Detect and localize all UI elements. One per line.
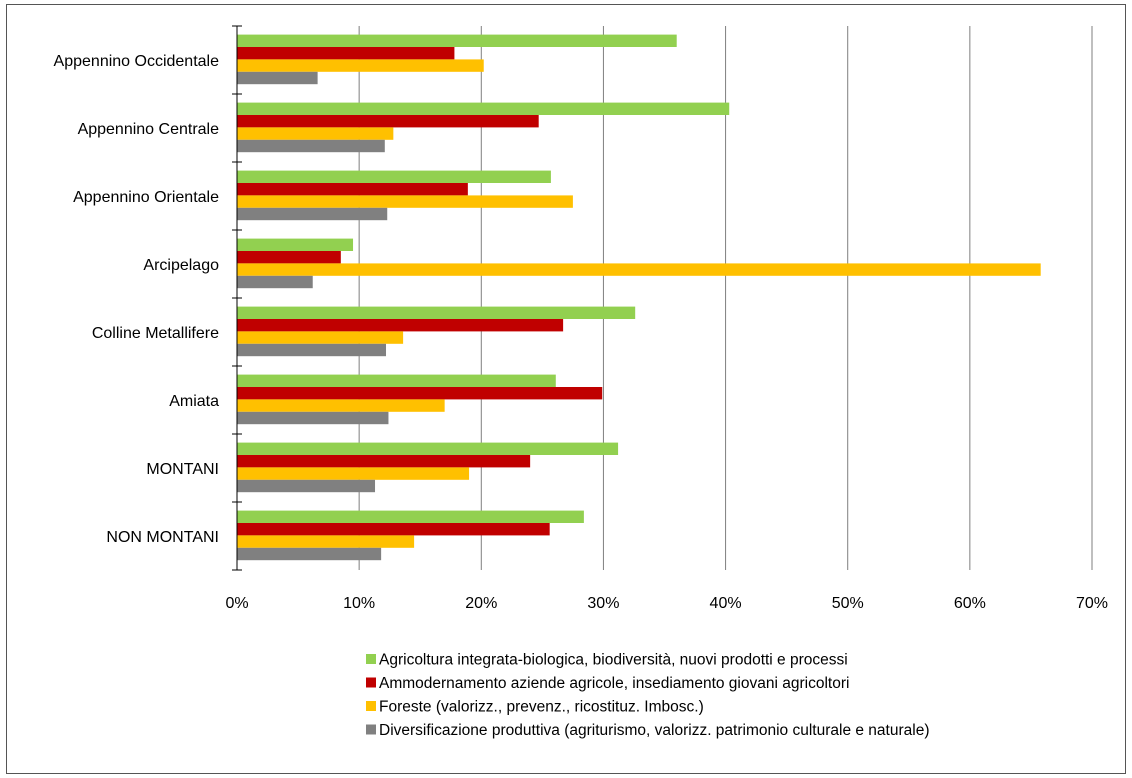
category-label: Colline Metallifere bbox=[92, 325, 219, 342]
legend-label: Foreste (valorizz., prevenz., ricostituz… bbox=[379, 699, 704, 716]
bar bbox=[237, 238, 354, 251]
category-label: Appennino Centrale bbox=[78, 121, 220, 138]
bar bbox=[237, 47, 455, 60]
bar bbox=[237, 442, 619, 455]
category-label: MONTANI bbox=[146, 461, 219, 478]
legend-label: Diversificazione produttiva (agriturismo… bbox=[379, 722, 929, 739]
bar bbox=[237, 127, 394, 140]
bar bbox=[237, 139, 385, 153]
bar bbox=[237, 183, 468, 196]
bar bbox=[237, 319, 564, 332]
x-tick-label: 50% bbox=[832, 595, 864, 612]
bar bbox=[237, 306, 636, 319]
bar bbox=[237, 467, 470, 480]
bar bbox=[237, 510, 584, 523]
category-label: Appennino Orientale bbox=[73, 189, 219, 206]
bar bbox=[237, 115, 539, 128]
bar bbox=[237, 343, 387, 357]
bar bbox=[237, 71, 318, 85]
x-tick-label: 20% bbox=[465, 595, 497, 612]
axes bbox=[232, 25, 242, 571]
category-label: Amiata bbox=[169, 393, 219, 410]
bar bbox=[237, 195, 573, 208]
bar bbox=[237, 455, 531, 468]
legend-label: Agricoltura integrata-biologica, biodive… bbox=[379, 652, 848, 669]
bars bbox=[237, 34, 1041, 561]
category-label: Appennino Occidentale bbox=[54, 53, 220, 70]
bar bbox=[237, 59, 484, 72]
x-tick-label: 30% bbox=[587, 595, 619, 612]
x-tick-label: 40% bbox=[710, 595, 742, 612]
chart-frame bbox=[6, 4, 1126, 774]
bar bbox=[237, 523, 550, 536]
bar bbox=[237, 207, 388, 221]
bar bbox=[237, 275, 313, 289]
labels: Appennino Occidentale Appennino Centrale A… bbox=[54, 53, 1108, 612]
legend: Agricoltura integrata-biologica, biodive… bbox=[366, 652, 929, 739]
category-label: Arcipelago bbox=[143, 257, 219, 274]
bar bbox=[237, 399, 445, 412]
legend-swatch bbox=[366, 677, 376, 688]
bar bbox=[237, 263, 1041, 276]
x-tick-label: 60% bbox=[954, 595, 986, 612]
bar bbox=[237, 102, 730, 115]
legend-label: Ammodernamento aziende agricole, insedia… bbox=[379, 675, 849, 692]
bar bbox=[237, 547, 382, 561]
bar bbox=[237, 535, 415, 548]
legend-swatch bbox=[366, 724, 376, 735]
bar bbox=[237, 374, 556, 387]
x-tick-label: 70% bbox=[1076, 595, 1108, 612]
category-label: NON MONTANI bbox=[106, 529, 219, 546]
bar bbox=[237, 479, 376, 493]
bar bbox=[237, 387, 603, 400]
legend-swatch bbox=[366, 701, 376, 711]
bar bbox=[237, 331, 404, 344]
bar bbox=[237, 170, 551, 183]
x-tick-label: 10% bbox=[343, 595, 375, 612]
bar bbox=[237, 411, 389, 425]
bar bbox=[237, 34, 677, 47]
x-tick-label: 0% bbox=[225, 595, 248, 612]
bar bbox=[237, 251, 341, 264]
legend-swatch bbox=[366, 654, 376, 664]
